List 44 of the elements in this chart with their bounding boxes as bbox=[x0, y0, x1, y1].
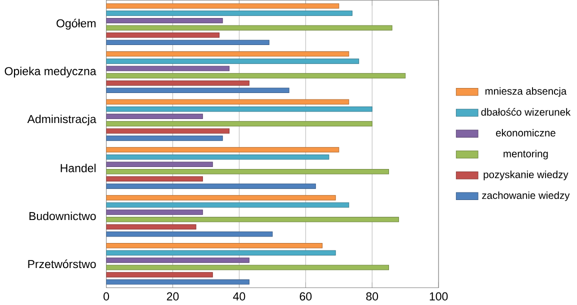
bar bbox=[106, 128, 230, 134]
y-tick-label: Handel bbox=[60, 164, 96, 172]
bar bbox=[106, 202, 350, 208]
y-tick-label: Ogółem bbox=[56, 18, 96, 30]
bar bbox=[106, 250, 336, 256]
bar bbox=[106, 106, 372, 112]
bar bbox=[106, 32, 220, 38]
bar bbox=[106, 88, 290, 94]
bar bbox=[106, 114, 203, 120]
legend-label: ekonomiczne bbox=[496, 129, 556, 137]
x-tick-label: 100 bbox=[430, 292, 448, 301]
bar bbox=[106, 18, 223, 24]
x-tick-label: 20 bbox=[166, 292, 179, 301]
bar bbox=[106, 147, 340, 153]
bar bbox=[106, 184, 316, 189]
x-tick-label: 80 bbox=[366, 292, 378, 301]
x-tick-label: 60 bbox=[300, 292, 312, 301]
bar bbox=[106, 58, 360, 64]
bar bbox=[106, 272, 213, 278]
bar bbox=[106, 162, 213, 168]
bar bbox=[106, 73, 406, 79]
y-tick-label: Przetwórstwo bbox=[28, 260, 96, 268]
bar bbox=[106, 210, 203, 216]
bar bbox=[106, 258, 250, 263]
bar bbox=[106, 10, 352, 16]
legend-label: dbałośćo wizerunek bbox=[481, 108, 571, 116]
y-tick-label: Opieka medyczna bbox=[4, 66, 96, 78]
bar bbox=[106, 136, 223, 142]
y-tick-label: Administracja bbox=[27, 114, 96, 126]
bar bbox=[106, 176, 203, 182]
bar bbox=[106, 80, 250, 86]
bar bbox=[106, 40, 270, 46]
legend-label: pozyskanie wiedzy bbox=[484, 170, 568, 180]
legend-label: mniesza absencja bbox=[485, 87, 567, 97]
bar bbox=[106, 154, 330, 160]
x-tick-label: 0 bbox=[104, 292, 110, 301]
bar bbox=[106, 66, 230, 72]
bar bbox=[106, 232, 273, 237]
y-tick-label: Budownictwo bbox=[29, 212, 96, 220]
bar bbox=[106, 280, 250, 285]
legend-label: zachowanie wiedzy bbox=[482, 192, 570, 202]
bar bbox=[106, 224, 196, 230]
text: mentoring bbox=[504, 150, 548, 160]
x-tick-label: 40 bbox=[233, 292, 246, 301]
